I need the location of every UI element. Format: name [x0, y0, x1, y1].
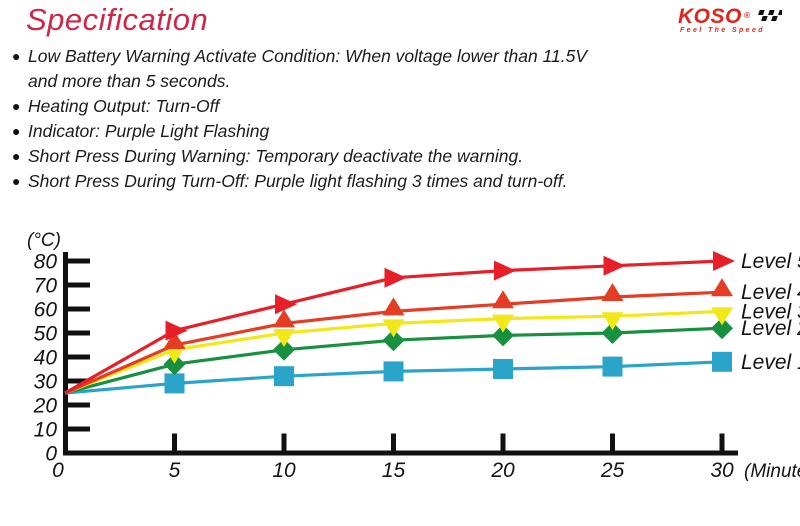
- y-tick-label: 80: [34, 251, 58, 274]
- y-tick-label: 50: [34, 323, 58, 346]
- spec-item: ● Short Press During Warning: Temporary d…: [12, 144, 672, 169]
- spec-text: Short Press During Turn-Off: Purple ligh…: [28, 171, 568, 191]
- y-tick-label: 0: [45, 443, 57, 466]
- legend-label-level-3: Level 3: [741, 300, 800, 323]
- y-tick-label: 20: [33, 395, 58, 418]
- x-tick-label: 20: [490, 459, 515, 482]
- spec-list: ● Low Battery Warning Activate Condition:…: [12, 44, 672, 194]
- marker-triangle-down-level-3: [163, 345, 186, 364]
- spec-item: ● Low Battery Warning Activate Condition:…: [12, 44, 672, 94]
- marker-diamond-level-2: [711, 317, 733, 340]
- marker-square-level-1: [493, 359, 513, 379]
- koso-logo: KOSO ® Feel The Speed: [678, 5, 794, 34]
- x-axis-unit-label: (Minute: [744, 461, 800, 482]
- marker-triangle-up-level-4: [382, 297, 405, 316]
- brand-tagline: Feel The Speed: [680, 27, 765, 34]
- spec-item: ● Short Press During Turn-Off: Purple lig…: [12, 169, 672, 194]
- marker-triangle-down-level-3: [273, 329, 295, 347]
- checkered-flag-icon: [757, 10, 782, 21]
- marker-triangle-up-level-4: [273, 309, 295, 328]
- x-tick-label: 15: [382, 459, 406, 482]
- marker-triangle-up-level-4: [601, 283, 624, 301]
- bullet-icon: ●: [12, 148, 21, 164]
- x-tick-label: 10: [272, 459, 296, 482]
- marker-diamond-level-2: [382, 329, 405, 352]
- y-tick-label: 70: [34, 275, 58, 298]
- legend-label-level-4: Level 4: [741, 281, 800, 304]
- heating-chart: 01020304050607080051015202530(°C)(Minute…: [27, 230, 800, 482]
- legend-label-level-1: Level 1: [741, 351, 800, 374]
- marker-triangle-down-level-3: [382, 319, 405, 338]
- marker-triangle-right-level-5: [603, 255, 626, 276]
- bullet-icon: ●: [12, 48, 21, 64]
- marker-diamond-level-2: [163, 353, 186, 376]
- legend-label-level-5: Level 5: [741, 250, 800, 273]
- x-tick-label: 25: [600, 459, 625, 482]
- bullet-icon: ●: [12, 123, 21, 139]
- marker-square-level-1: [164, 373, 185, 394]
- brand-name: KOSO: [678, 5, 742, 28]
- x-tick-label: 5: [169, 459, 181, 482]
- marker-diamond-level-2: [492, 324, 514, 347]
- spec-text: Low Battery Warning Activate Condition: …: [28, 46, 588, 91]
- legend-label-level-2: Level 2: [741, 317, 800, 340]
- marker-triangle-down-level-3: [711, 307, 733, 326]
- marker-triangle-down-level-3: [492, 314, 514, 333]
- marker-triangle-right-level-5: [494, 260, 516, 281]
- y-axis-unit-label: (°C): [27, 230, 61, 251]
- x-tick-label: 30: [710, 459, 734, 482]
- marker-square-level-1: [383, 361, 404, 382]
- marker-square-level-1: [274, 366, 294, 387]
- marker-triangle-up-level-4: [711, 278, 733, 297]
- marker-triangle-down-level-3: [601, 312, 624, 331]
- marker-triangle-right-level-5: [165, 320, 188, 341]
- heating-chart-container: 01020304050607080051015202530(°C)(Minute…: [0, 214, 800, 520]
- marker-diamond-level-2: [273, 338, 295, 361]
- y-tick-label: 10: [34, 419, 58, 442]
- marker-triangle-right-level-5: [384, 267, 407, 288]
- spec-text: Indicator: Purple Light Flashing: [28, 121, 270, 141]
- spec-item: ● Heating Output: Turn-Off: [12, 94, 672, 119]
- y-tick-label: 30: [34, 371, 58, 394]
- bullet-icon: ●: [12, 98, 21, 114]
- registered-mark: ®: [743, 10, 750, 20]
- marker-triangle-right-level-5: [275, 294, 297, 315]
- spec-item: ● Indicator: Purple Light Flashing: [12, 119, 672, 144]
- spec-text: Heating Output: Turn-Off: [28, 96, 220, 116]
- marker-square-level-1: [712, 351, 732, 372]
- marker-square-level-1: [602, 356, 623, 377]
- marker-triangle-up-level-4: [163, 331, 186, 349]
- marker-diamond-level-2: [601, 322, 624, 344]
- page-title: Specification: [26, 2, 209, 37]
- bullet-icon: ●: [12, 173, 21, 189]
- marker-triangle-right-level-5: [713, 251, 735, 271]
- marker-triangle-up-level-4: [492, 290, 514, 309]
- y-tick-label: 60: [34, 299, 58, 322]
- spec-text: Short Press During Warning: Temporary de…: [28, 146, 524, 166]
- y-tick-label: 40: [34, 347, 58, 370]
- x-tick-label: 0: [52, 459, 64, 482]
